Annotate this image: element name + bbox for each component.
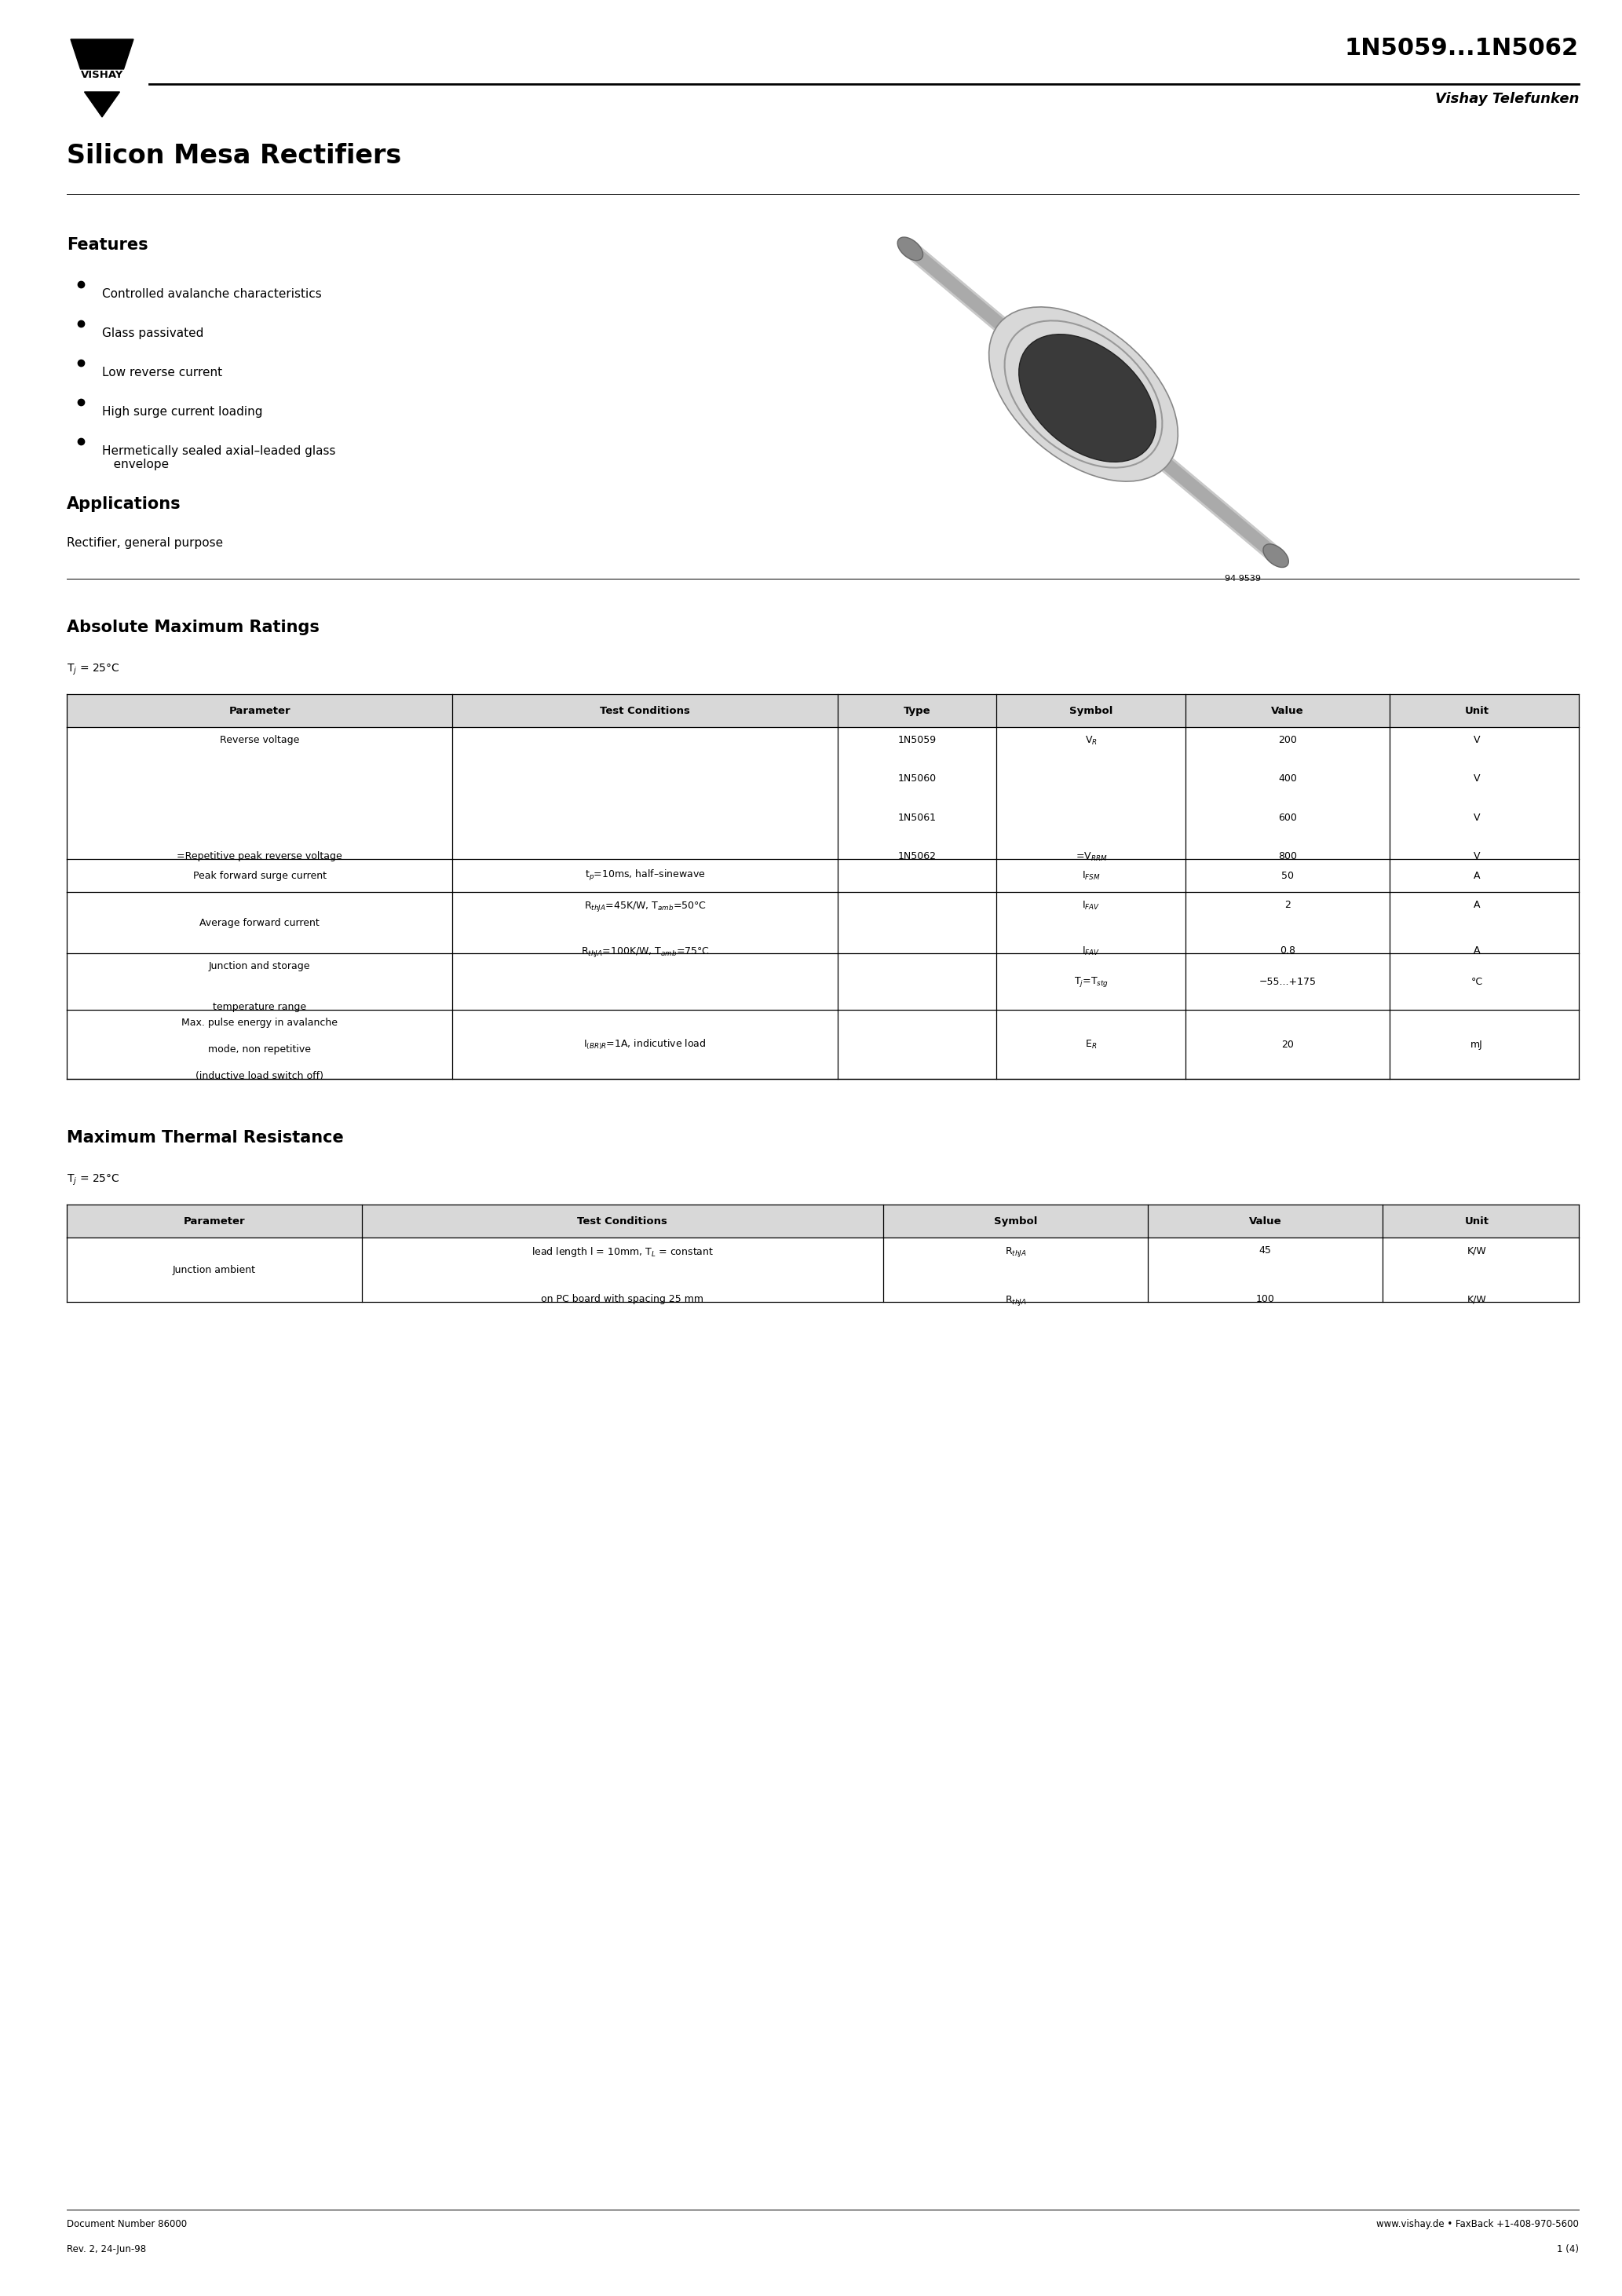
Text: 600: 600 <box>1278 813 1298 822</box>
Text: Max. pulse energy in avalanche: Max. pulse energy in avalanche <box>182 1017 337 1029</box>
Text: mode, non repetitive: mode, non repetitive <box>208 1045 311 1054</box>
Text: High surge current loading: High surge current loading <box>102 406 263 418</box>
FancyBboxPatch shape <box>67 953 1578 1010</box>
Text: =V$_{RRM}$: =V$_{RRM}$ <box>1075 852 1108 863</box>
Text: 1N5060: 1N5060 <box>899 774 936 783</box>
Text: Rev. 2, 24-Jun-98: Rev. 2, 24-Jun-98 <box>67 2243 146 2255</box>
Text: Hermetically sealed axial–leaded glass
   envelope: Hermetically sealed axial–leaded glass e… <box>102 445 336 471</box>
Text: Low reverse current: Low reverse current <box>102 367 222 379</box>
Text: 200: 200 <box>1278 735 1298 746</box>
Text: Reverse voltage: Reverse voltage <box>219 735 300 746</box>
Text: T$_j$ = 25°C: T$_j$ = 25°C <box>67 664 120 677</box>
Text: lead length l = 10mm, T$_L$ = constant: lead length l = 10mm, T$_L$ = constant <box>532 1244 714 1258</box>
Text: Parameter: Parameter <box>229 705 290 716</box>
Text: Symbol: Symbol <box>994 1217 1038 1226</box>
FancyBboxPatch shape <box>67 1238 1578 1302</box>
Text: I$_{FAV}$: I$_{FAV}$ <box>1082 900 1100 912</box>
Text: I$_{FAV}$: I$_{FAV}$ <box>1082 946 1100 957</box>
FancyBboxPatch shape <box>67 859 1578 893</box>
Ellipse shape <box>1264 544 1288 567</box>
Text: 20: 20 <box>1281 1040 1294 1049</box>
Text: T$_j$ = 25°C: T$_j$ = 25°C <box>67 1173 120 1187</box>
Text: 100: 100 <box>1255 1295 1275 1304</box>
Text: Peak forward surge current: Peak forward surge current <box>193 870 326 882</box>
FancyBboxPatch shape <box>67 693 1578 728</box>
Text: 1N5059: 1N5059 <box>899 735 936 746</box>
Text: Value: Value <box>1272 705 1304 716</box>
Text: mJ: mJ <box>1471 1040 1483 1049</box>
Polygon shape <box>71 39 133 69</box>
Text: V: V <box>1473 735 1481 746</box>
Text: temperature range: temperature range <box>212 1001 307 1013</box>
Text: on PC board with spacing 25 mm: on PC board with spacing 25 mm <box>542 1295 704 1304</box>
Text: 94 9539: 94 9539 <box>1225 574 1260 583</box>
Text: 1 (4): 1 (4) <box>1557 2243 1578 2255</box>
Text: Glass passivated: Glass passivated <box>102 328 204 340</box>
Text: K/W: K/W <box>1466 1295 1486 1304</box>
Text: R$_{thJA}$=100K/W, T$_{amb}$=75°C: R$_{thJA}$=100K/W, T$_{amb}$=75°C <box>581 946 709 960</box>
Text: 0.8: 0.8 <box>1280 946 1296 955</box>
Text: Features: Features <box>67 236 148 253</box>
Text: Average forward current: Average forward current <box>200 918 320 928</box>
Text: 1N5061: 1N5061 <box>899 813 936 822</box>
Ellipse shape <box>1019 335 1156 461</box>
Text: R$_{thJA}$: R$_{thJA}$ <box>1004 1295 1027 1306</box>
FancyBboxPatch shape <box>67 728 1578 859</box>
FancyBboxPatch shape <box>67 893 1578 953</box>
Text: A: A <box>1473 870 1481 882</box>
Text: 45: 45 <box>1259 1244 1272 1256</box>
Text: Test Conditions: Test Conditions <box>577 1217 668 1226</box>
Text: 2: 2 <box>1285 900 1291 909</box>
Text: =Repetitive peak reverse voltage: =Repetitive peak reverse voltage <box>177 852 342 861</box>
Text: Unit: Unit <box>1465 705 1489 716</box>
Text: Maximum Thermal Resistance: Maximum Thermal Resistance <box>67 1130 344 1146</box>
Text: V: V <box>1473 774 1481 783</box>
Text: 1N5062: 1N5062 <box>899 852 936 861</box>
Text: 400: 400 <box>1278 774 1298 783</box>
Text: K/W: K/W <box>1466 1244 1486 1256</box>
Ellipse shape <box>989 308 1178 482</box>
Text: V: V <box>1473 813 1481 822</box>
Text: Value: Value <box>1249 1217 1281 1226</box>
Text: Test Conditions: Test Conditions <box>600 705 691 716</box>
Text: R$_{thJA}$: R$_{thJA}$ <box>1004 1244 1027 1258</box>
Text: Junction and storage: Junction and storage <box>209 962 310 971</box>
Text: 800: 800 <box>1278 852 1298 861</box>
Text: −55...+175: −55...+175 <box>1259 976 1317 987</box>
Text: A: A <box>1473 946 1481 955</box>
Text: A: A <box>1473 900 1481 909</box>
Text: I$_{(BR)R}$=1A, indicutive load: I$_{(BR)R}$=1A, indicutive load <box>584 1038 707 1052</box>
Text: Parameter: Parameter <box>183 1217 245 1226</box>
Text: R$_{thJA}$=45K/W, T$_{amb}$=50°C: R$_{thJA}$=45K/W, T$_{amb}$=50°C <box>584 900 707 914</box>
Text: 1N5059...1N5062: 1N5059...1N5062 <box>1345 37 1578 60</box>
Text: Absolute Maximum Ratings: Absolute Maximum Ratings <box>67 620 320 636</box>
Text: V: V <box>1473 852 1481 861</box>
Text: Unit: Unit <box>1465 1217 1489 1226</box>
Text: I$_{FSM}$: I$_{FSM}$ <box>1082 870 1100 882</box>
Text: VISHAY: VISHAY <box>81 69 123 80</box>
Text: Type: Type <box>903 705 931 716</box>
Text: Controlled avalanche characteristics: Controlled avalanche characteristics <box>102 289 321 301</box>
Text: E$_R$: E$_R$ <box>1085 1038 1096 1049</box>
Ellipse shape <box>897 236 923 259</box>
FancyBboxPatch shape <box>67 1010 1578 1079</box>
Text: 50: 50 <box>1281 870 1294 882</box>
Text: Junction ambient: Junction ambient <box>172 1265 256 1274</box>
FancyBboxPatch shape <box>67 1205 1578 1238</box>
Text: Symbol: Symbol <box>1069 705 1113 716</box>
Text: Applications: Applications <box>67 496 182 512</box>
Text: www.vishay.de • FaxBack +1-408-970-5600: www.vishay.de • FaxBack +1-408-970-5600 <box>1377 2218 1578 2229</box>
Text: °C: °C <box>1471 976 1483 987</box>
Text: T$_j$=T$_{stg}$: T$_j$=T$_{stg}$ <box>1074 976 1108 987</box>
Text: Vishay Telefunken: Vishay Telefunken <box>1435 92 1578 106</box>
Text: V$_R$: V$_R$ <box>1085 735 1098 746</box>
Text: t$_p$=10ms, half–sinewave: t$_p$=10ms, half–sinewave <box>586 868 706 882</box>
Text: (inductive load switch off): (inductive load switch off) <box>196 1070 323 1081</box>
Text: Silicon Mesa Rectifiers: Silicon Mesa Rectifiers <box>67 142 401 170</box>
Text: Rectifier, general purpose: Rectifier, general purpose <box>67 537 224 549</box>
Polygon shape <box>84 92 120 117</box>
Text: Document Number 86000: Document Number 86000 <box>67 2218 187 2229</box>
